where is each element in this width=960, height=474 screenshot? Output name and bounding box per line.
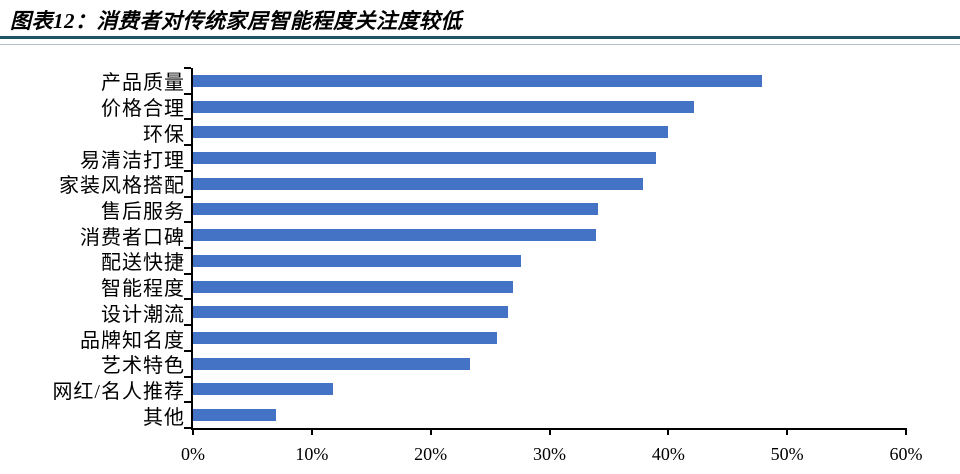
y-axis-tick — [184, 118, 191, 121]
x-axis-tick — [786, 428, 789, 435]
category-label: 易清洁打理 — [80, 149, 185, 172]
category-label: 家装风格搭配 — [59, 175, 185, 198]
bar — [193, 229, 596, 242]
y-axis-tick — [184, 195, 191, 198]
bar — [193, 332, 498, 344]
category-label: 产品质量 — [101, 72, 185, 95]
figure-title: 图表12：消费者对传统家居智能程度关注度较低 — [10, 9, 462, 33]
y-axis-tick — [184, 272, 191, 275]
y-axis-tick — [184, 427, 191, 429]
bar — [193, 152, 657, 164]
y-axis-tick — [184, 349, 191, 352]
y-axis-tick — [184, 247, 191, 249]
bar — [193, 74, 763, 87]
x-axis-tick-label: 30% — [533, 444, 566, 464]
y-axis-tick — [184, 298, 191, 301]
category-label: 其他 — [143, 406, 185, 429]
x-axis-tick — [905, 428, 907, 435]
x-axis-tick — [429, 428, 432, 435]
y-axis-tick — [184, 169, 191, 172]
y-axis-tick — [184, 324, 191, 327]
category-label: 环保 — [143, 123, 185, 146]
x-axis-tick — [548, 428, 551, 435]
x-axis-tick-label: 10% — [295, 444, 329, 464]
bar — [193, 254, 521, 267]
bar — [193, 280, 513, 293]
title-underline-thin — [0, 44, 960, 45]
y-axis-tick — [184, 401, 191, 404]
y-axis-line — [191, 68, 193, 430]
y-axis-tick — [184, 221, 191, 224]
category-label: 设计潮流 — [101, 303, 185, 326]
x-axis-tick-label: 20% — [414, 444, 448, 464]
x-axis-tick — [310, 428, 313, 435]
y-axis-tick — [184, 67, 191, 69]
bar — [193, 383, 334, 396]
y-axis-tick — [184, 375, 191, 378]
x-axis-tick — [667, 428, 670, 435]
category-label: 网红/名人推荐 — [52, 380, 185, 403]
category-label: 价格合理 — [101, 98, 185, 121]
bar — [193, 357, 470, 370]
y-axis-tick — [184, 144, 191, 147]
y-axis-tick — [184, 92, 191, 95]
bar — [193, 203, 599, 216]
category-label: 智能程度 — [101, 278, 185, 301]
bar — [193, 126, 669, 139]
category-label: 配送快捷 — [101, 252, 185, 275]
x-axis-tick-label: 60% — [889, 444, 923, 464]
x-axis-tick — [192, 428, 194, 435]
bar — [193, 409, 277, 422]
bar — [193, 100, 695, 113]
bar — [193, 177, 644, 190]
x-axis-tick-label: 0% — [181, 444, 205, 464]
category-label: 消费者口碑 — [80, 226, 185, 249]
title-underline — [0, 36, 960, 39]
x-axis-tick-label: 40% — [651, 444, 685, 464]
category-label: 艺术特色 — [101, 355, 185, 378]
bar — [193, 306, 508, 319]
x-axis-tick-label: 50% — [770, 444, 804, 464]
category-label: 售后服务 — [101, 200, 185, 223]
category-label: 品牌知名度 — [80, 329, 185, 352]
